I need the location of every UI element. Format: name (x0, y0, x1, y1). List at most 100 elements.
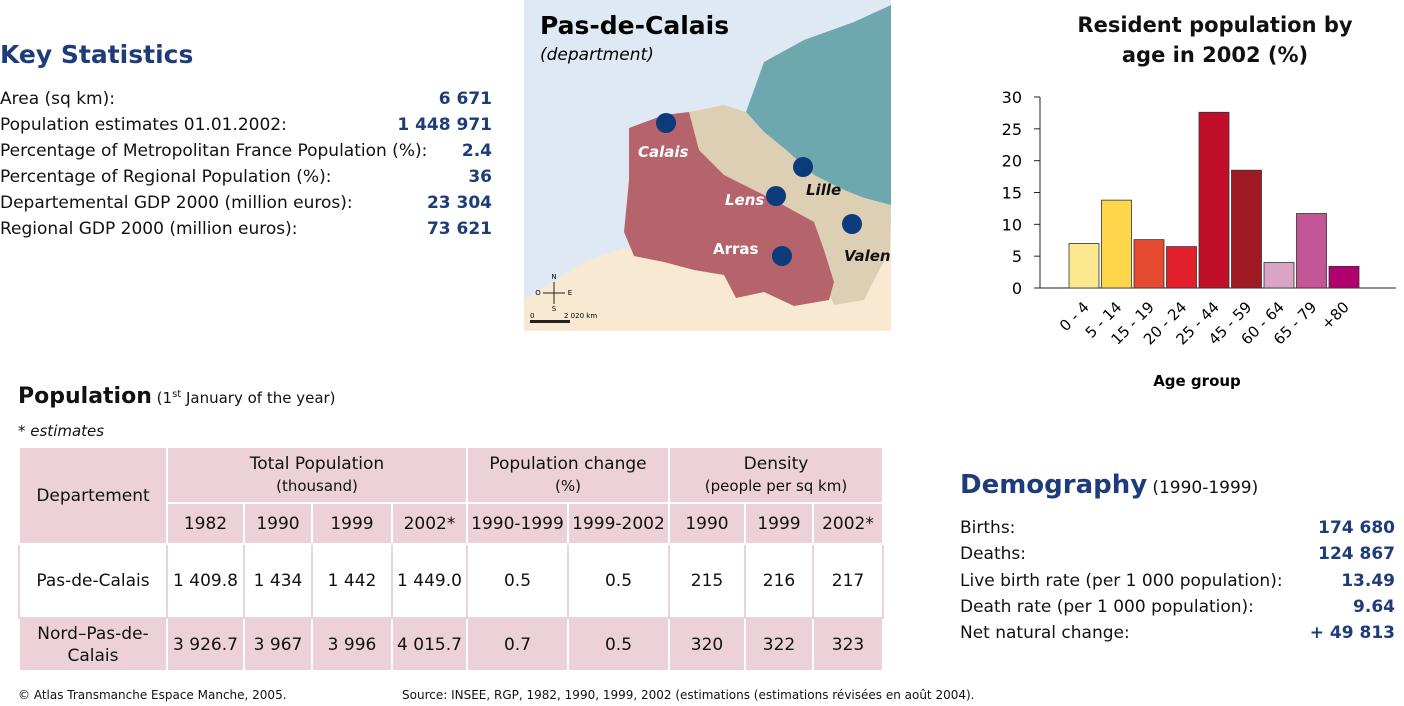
x-axis-label: Age group (1153, 372, 1241, 390)
stat-label: Percentage of Metropolitan France Popula… (0, 141, 428, 161)
y-tick-label: 15 (1002, 184, 1022, 203)
stat-label: Death rate (per 1 000 population): (960, 596, 1254, 617)
compass (543, 282, 565, 304)
year-cell: 1990-1999 (466, 502, 569, 545)
copyright: © Atlas Transmanche Espace Manche, 2005. (18, 688, 287, 702)
year-cell: 2002* (391, 502, 468, 545)
chart-title: Resident population by age in 2002 (%) (1077, 13, 1353, 67)
table-cell: 1 449.0 (391, 543, 468, 619)
stat-label: Births: (960, 518, 1016, 538)
table-cell: 3 926.7 (166, 617, 245, 672)
y-tick-label: 10 (1002, 215, 1022, 234)
map-subtitle: (department) (540, 45, 654, 65)
table-cell: 0.5 (567, 617, 670, 672)
header-cell: Population change (%) (466, 446, 670, 504)
header-main: Total Population (249, 454, 385, 474)
year-cell: 1990 (243, 502, 313, 545)
scale-label: 0 (530, 312, 534, 320)
table-cell: 320 (668, 617, 746, 672)
header-unit: (people per sq km) (704, 477, 848, 495)
table-cell: 216 (744, 543, 814, 619)
stat-value: 36 (468, 167, 492, 187)
table-cell: 217 (812, 543, 884, 619)
stat-value: 13.49 (1341, 570, 1395, 591)
compass-label: O (535, 289, 541, 297)
y-tick-label: 30 (1002, 88, 1022, 107)
bar (1101, 199, 1132, 289)
header-cell: Total Population (thousand) (166, 446, 468, 504)
map-title: Pas-de-Calais (540, 11, 729, 40)
bar (1263, 262, 1295, 289)
header-cell: Density (people per sq km) (668, 446, 884, 504)
source: Source: INSEE, RGP, 1982, 1990, 1999, 20… (402, 688, 975, 702)
year-cell: 1999 (744, 502, 814, 545)
table-cell: 215 (668, 543, 746, 619)
stat-label: Percentage of Regional Population (%): (0, 167, 332, 187)
stat-label: Live birth rate (per 1 000 population): (960, 570, 1283, 591)
stat-value: 1 448 971 (397, 115, 492, 135)
table-cell: 1 442 (311, 543, 393, 619)
year-cell: 2002* (812, 502, 884, 545)
table-cell: 0.5 (567, 543, 670, 619)
city-label: Calais (638, 143, 689, 161)
demography-subtitle: (1990-1999) (1152, 478, 1259, 498)
stat-value: 23 304 (426, 193, 492, 213)
table-cell: 0.5 (466, 543, 569, 619)
population-table: Departement Total Population (thousand) Pop… (18, 446, 884, 672)
y-tick-label: 20 (1002, 152, 1022, 171)
table-cell: 1 409.8 (166, 543, 245, 619)
year-cell: 1982 (166, 502, 245, 545)
demography-heading: Demography (1990-1999) (960, 470, 1258, 500)
data-row: Pas-de-Calais 1 409.8 1 434 1 442 1 449.0 0.5… (18, 543, 884, 619)
stat-value: 6 671 (438, 89, 492, 109)
header-cell: Departement (18, 446, 168, 545)
stat-label: Net natural change: (960, 623, 1130, 644)
table-cell: 3 967 (243, 617, 313, 672)
y-tick-label: 5 (1012, 247, 1022, 266)
city-label: Valenciennes (844, 247, 891, 265)
header-main: Density (743, 454, 809, 474)
note-sup: st (172, 389, 182, 400)
city-label: Lille (806, 181, 841, 199)
city-label: Lens (725, 191, 764, 209)
table-cell: 323 (812, 617, 884, 672)
footnote: * estimates (18, 422, 105, 440)
population-title: Population (1st January of the year) (18, 384, 336, 409)
bar (1198, 111, 1230, 289)
table-cell: 3 996 (311, 617, 393, 672)
compass-label: E (568, 289, 572, 297)
bar (1133, 239, 1165, 289)
stat-value: 174 680 (1318, 518, 1395, 538)
table-cell: 0.7 (466, 617, 569, 672)
year-cell: 1990 (668, 502, 746, 545)
stat-value: 9.64 (1353, 596, 1395, 617)
bar (1296, 213, 1327, 289)
stat-value: 73 621 (426, 219, 492, 239)
population-title-text: Population (18, 384, 152, 409)
data-row: Nord–Pas-de-Calais 3 926.7 3 967 3 996 4 015… (18, 617, 884, 672)
header-main: Population change (489, 454, 647, 474)
scale-label: 2 020 km (564, 312, 597, 320)
year-cell: 1999 (311, 502, 393, 545)
compass-label: N (551, 273, 556, 281)
bar (1328, 265, 1360, 289)
stat-label: Population estimates 01.01.2002: (0, 115, 287, 135)
map: N S O E 0 2 020 km Pas-de-Calais (depart… (524, 0, 891, 331)
year-row: 1982 1990 1999 2002* 1990-1999 1999-2002 1990 1… (19, 502, 884, 545)
stat-label: Deaths: (960, 544, 1026, 565)
key-stats-title: Key Statistics (0, 40, 194, 69)
table-cell: 4 015.7 (391, 617, 468, 672)
x-tick-label: +80 (1318, 298, 1353, 333)
table-cell: Nord–Pas-de-Calais (18, 617, 168, 672)
city-label: Arras (713, 240, 759, 258)
bar (1231, 169, 1262, 289)
table-cell: 1 434 (243, 543, 313, 619)
note: January of the year) (181, 389, 336, 407)
y-tick-label: 25 (1002, 120, 1022, 139)
stat-value: + 49 813 (1309, 623, 1395, 644)
header-unit: (thousand) (276, 477, 358, 495)
demography-title: Demography (960, 470, 1148, 500)
scale-bar (530, 320, 570, 323)
table-cell: 322 (744, 617, 814, 672)
